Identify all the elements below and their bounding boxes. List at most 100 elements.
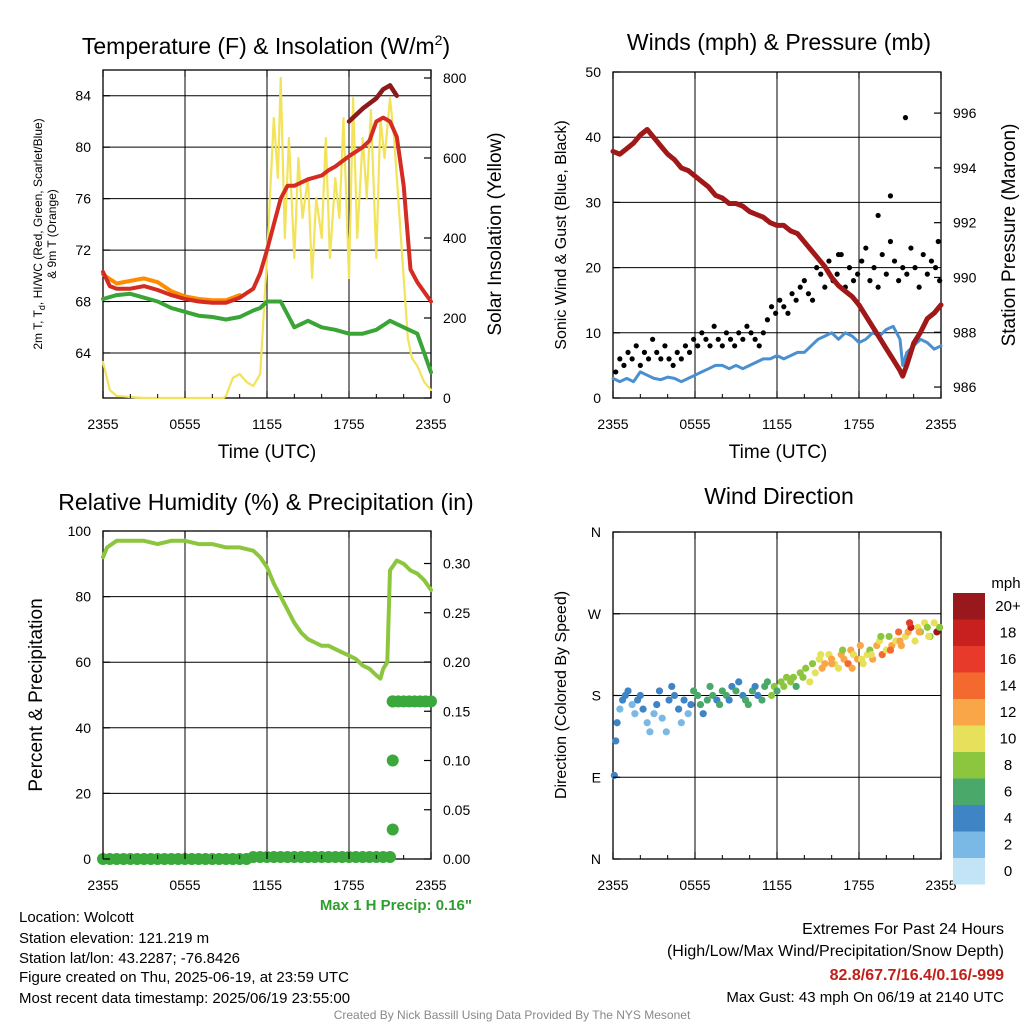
temperature-y-label-line2: & 9m T (Orange) xyxy=(45,189,59,279)
gust-marker xyxy=(797,284,803,290)
gust-marker xyxy=(928,258,935,264)
wind-direction-point xyxy=(670,691,679,700)
wind-direction-point xyxy=(703,696,711,704)
y-tick-label: 40 xyxy=(75,720,91,736)
x-tick-label: 1155 xyxy=(762,877,792,893)
legend-swatch xyxy=(953,752,985,779)
gust-marker xyxy=(920,251,926,258)
gust-marker xyxy=(629,356,635,362)
solar-insolation-line xyxy=(101,76,433,400)
y2-tick-label: 0.25 xyxy=(443,605,470,621)
gust-marker xyxy=(732,343,738,349)
wind-direction-point xyxy=(802,664,810,672)
wind-direction-point xyxy=(662,728,670,736)
gust-marker xyxy=(637,362,643,368)
gust-marker xyxy=(699,330,705,336)
wind-direction-panel: Wind Direction 2355 0555 1155 1755 2355 N E S W N… xyxy=(553,483,1021,893)
wind-direction-point xyxy=(655,687,664,695)
gust-marker xyxy=(727,336,734,342)
wind-direction-point xyxy=(735,678,743,686)
gust-marker xyxy=(900,265,906,271)
wind-direction-point xyxy=(694,691,702,700)
x-tick-label: 1155 xyxy=(252,877,282,893)
y-tick-label: N xyxy=(591,851,601,867)
gust-marker xyxy=(937,278,943,284)
station-latlon: Station lat/lon: 43.2287; -76.8426 xyxy=(19,950,240,967)
gust-marker xyxy=(760,330,766,336)
wind-direction-point xyxy=(905,619,914,627)
x-tick-label: 2355 xyxy=(597,416,628,432)
winds-y-label: Sonic Wind & Gust (Blue, Black) xyxy=(553,120,570,349)
gust-marker xyxy=(744,323,750,329)
y-tick-label: S xyxy=(592,688,601,704)
wind-direction-point xyxy=(677,719,685,727)
y-tick-label: W xyxy=(588,606,602,622)
wind-direction-point xyxy=(758,696,766,704)
y-tick-label: 10 xyxy=(585,325,601,341)
wind-direction-point xyxy=(867,651,875,659)
temperature-line xyxy=(101,115,433,305)
precipitation-marker xyxy=(386,754,399,767)
wind-direction-point xyxy=(915,628,923,636)
y2-tick-label: 992 xyxy=(953,215,977,231)
gust-marker xyxy=(835,251,842,258)
gust-marker xyxy=(773,310,779,316)
wind-direction-y-label: Direction (Colored By Speed) xyxy=(553,591,570,799)
wind-direction-point xyxy=(616,705,624,713)
wind-direction-point xyxy=(725,696,733,704)
precipitation-marker xyxy=(425,695,437,708)
wind-direction-point xyxy=(706,682,714,691)
y2-tick-label: 800 xyxy=(443,70,467,86)
gust-marker xyxy=(719,343,725,349)
pressure-y2-label: Station Pressure (Maroon) xyxy=(999,124,1020,347)
y-tick-label: N xyxy=(591,524,601,540)
legend-label: 2 xyxy=(1004,837,1012,854)
gust-marker xyxy=(625,349,631,355)
y-tick-label: 60 xyxy=(75,654,91,670)
wind-direction-point xyxy=(773,687,781,695)
station-info: Location: Wolcott Station elevation: 121… xyxy=(19,909,350,1007)
gust-marker xyxy=(650,336,656,342)
x-tick-label: 0555 xyxy=(679,416,710,432)
wind-direction-point xyxy=(848,664,856,672)
gust-marker xyxy=(789,291,795,297)
gust-marker xyxy=(902,115,909,121)
y2-tick-label: 986 xyxy=(953,379,977,395)
legend-swatch xyxy=(953,725,985,752)
wind-direction-point xyxy=(856,641,864,650)
gust-marker xyxy=(645,356,652,362)
winds-panel: Winds (mph) & Pressure (mb) 2355 0555 1155… xyxy=(553,29,1020,463)
wind-direction-point xyxy=(675,705,683,713)
x-tick-label: 2355 xyxy=(415,877,446,893)
x-tick-label: 2355 xyxy=(415,416,446,432)
sonic-wind-line xyxy=(611,324,943,384)
gust-marker xyxy=(768,304,775,310)
y2-tick-label: 994 xyxy=(953,160,977,176)
gust-marker xyxy=(887,238,894,245)
wind-direction-point xyxy=(858,655,866,663)
precipitation-marker xyxy=(386,823,399,836)
x-tick-label: 0555 xyxy=(169,877,200,893)
gust-marker xyxy=(871,265,877,271)
wind-direction-point xyxy=(646,728,654,736)
heat-index-line xyxy=(346,83,400,124)
y-tick-label: 84 xyxy=(75,88,91,104)
gust-marker xyxy=(904,271,910,277)
legend-label: 6 xyxy=(1004,784,1012,801)
gust-marker xyxy=(834,271,840,277)
wind-direction-point xyxy=(744,700,752,709)
wind-direction-point xyxy=(658,714,666,722)
y-tick-label: 0 xyxy=(83,851,91,867)
legend-swatch xyxy=(953,805,985,832)
wind-direction-point xyxy=(624,687,632,695)
wind-direction-point xyxy=(911,637,919,645)
speed-legend: 20+ 18 16 14 12 10 8 6 4 2 0 xyxy=(953,593,1021,885)
winds-x-label: Time (UTC) xyxy=(729,442,828,463)
y-tick-label: 20 xyxy=(585,260,601,276)
gust-marker xyxy=(613,369,619,375)
gust-marker xyxy=(875,284,881,290)
gust-marker xyxy=(912,265,918,271)
y-tick-label: 68 xyxy=(75,294,91,310)
wind-direction-point xyxy=(885,632,893,641)
wind-direction-point xyxy=(895,628,903,636)
